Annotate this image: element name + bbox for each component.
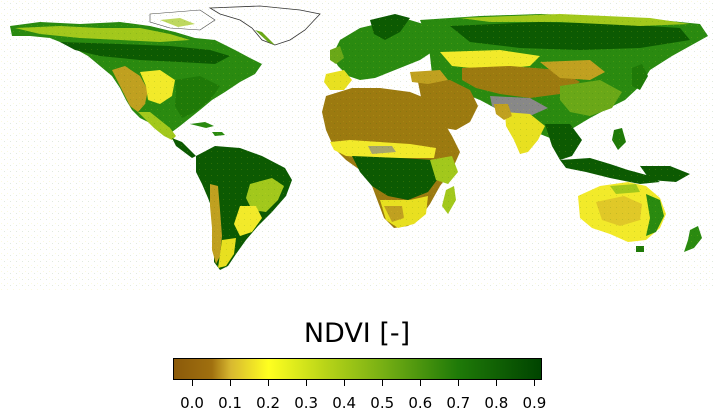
central-america bbox=[172, 138, 196, 158]
colorbar-tick-label: 0.3 bbox=[294, 394, 319, 412]
colorbar-tick-label: 0.8 bbox=[484, 394, 509, 412]
colorbar-tick bbox=[305, 380, 307, 386]
colorbar-tick bbox=[191, 380, 193, 386]
colorbar-tick bbox=[343, 380, 345, 386]
colorbar-tick bbox=[495, 380, 497, 386]
new-zealand bbox=[684, 226, 702, 252]
colorbar-tick bbox=[267, 380, 269, 386]
colorbar-tick-label: 0.4 bbox=[332, 394, 357, 412]
ndvi-colorbar bbox=[173, 358, 542, 380]
colorbar-tick-label: 0.5 bbox=[370, 394, 395, 412]
colorbar-tick bbox=[419, 380, 421, 386]
colorbar-tick bbox=[457, 380, 459, 386]
caribbean-islands bbox=[190, 122, 225, 136]
colorbar-tick bbox=[381, 380, 383, 386]
colorbar-tick-label: 0.1 bbox=[218, 394, 242, 412]
legend-title: NDVI [-] bbox=[303, 318, 411, 349]
philippines bbox=[612, 128, 626, 150]
colorbar-tick-label: 0.7 bbox=[446, 394, 471, 412]
colorbar-tick-label: 0.0 bbox=[180, 394, 204, 412]
colorbar-tick-label: 0.9 bbox=[522, 394, 547, 412]
madagascar bbox=[442, 186, 456, 214]
colorbar-tick-label: 0.2 bbox=[256, 394, 281, 412]
colorbar-tick bbox=[229, 380, 231, 386]
tasmania bbox=[636, 246, 644, 252]
southeast-asia bbox=[545, 124, 582, 160]
world-ndvi-map bbox=[0, 0, 714, 290]
colorbar-tick-label: 0.6 bbox=[408, 394, 433, 412]
colorbar-tick bbox=[533, 380, 535, 386]
